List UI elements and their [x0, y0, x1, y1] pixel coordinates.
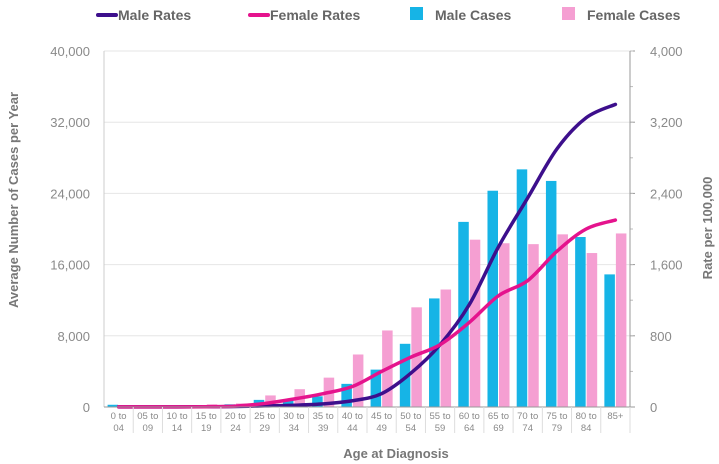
bar-male-cases	[341, 383, 352, 407]
x-tick-label: 04	[113, 423, 124, 434]
x-tick-label: 20 to	[225, 411, 246, 422]
x-tick-label: 40 to	[342, 411, 363, 422]
x-tick-label: 14	[172, 423, 183, 434]
x-tick-label: 09	[143, 423, 154, 434]
x-tick-label: 64	[464, 423, 475, 434]
x-tick-label: 05 to	[137, 411, 158, 422]
bar-female-cases	[586, 253, 598, 407]
bar-male-cases	[370, 369, 382, 407]
y-axis-title: Average Number of Cases per Year	[6, 92, 21, 308]
y2-tick-label: 0	[650, 400, 657, 415]
x-tick-label: 85+	[607, 411, 624, 422]
bar-male-cases	[604, 274, 615, 407]
line-male-rates	[116, 102, 618, 409]
x-tick-label: 84	[581, 423, 592, 434]
y-tick-label: 24,000	[50, 186, 90, 201]
tick-labels: 0 0 8,000 800 16,000 1,600 24,000 2,400 32,000 3,…	[50, 44, 682, 415]
x-tick-label: 30 to	[283, 411, 304, 422]
bar-female-cases	[615, 233, 627, 407]
bar-female-cases	[411, 307, 422, 407]
x-tick-label: 54	[406, 423, 417, 434]
x-tick-label: 74	[522, 423, 533, 434]
x-tick-label: 34	[289, 423, 300, 434]
x-tick-label: 10 to	[166, 411, 187, 422]
bar-female-cases	[352, 354, 364, 407]
y-tick-label: 0	[83, 400, 90, 415]
bar-male-cases	[282, 398, 294, 407]
y-tick-label: 16,000	[50, 258, 90, 273]
bar-female-cases	[499, 243, 510, 407]
y-tick-label: 8,000	[57, 329, 90, 344]
x-axis-title: Age at Diagnosis	[343, 446, 448, 461]
legend-swatch-male-cases	[410, 7, 423, 20]
bar-female-cases	[469, 239, 481, 407]
bar-male-cases	[516, 169, 528, 407]
x-tick-label: 80 to	[576, 411, 597, 422]
y2-axis-title: Rate per 100,000	[700, 177, 715, 280]
axes	[103, 50, 635, 433]
bar-male-cases	[399, 343, 411, 407]
y2-tick-label: 800	[650, 329, 672, 344]
y2-tick-label: 4,000	[650, 44, 683, 59]
lines	[116, 102, 618, 409]
gridlines	[104, 50, 630, 337]
legend-label-male-cases: Male Cases	[435, 7, 511, 23]
x-tick-label: 69	[493, 423, 504, 434]
y2-tick-label: 3,200	[650, 115, 683, 130]
bar-male-cases	[107, 404, 119, 407]
x-tick-label: 0 to	[111, 411, 127, 422]
x-tick-label: 29	[259, 423, 270, 434]
x-tick-label: 75 to	[546, 411, 567, 422]
y2-tick-label: 2,400	[650, 186, 683, 201]
x-tick-label: 35 to	[313, 411, 334, 422]
x-tick-label: 45 to	[371, 411, 392, 422]
bars	[107, 169, 627, 407]
x-tick-label: 39	[318, 423, 329, 434]
x-tick-label: 24	[230, 423, 241, 434]
y-tick-label: 32,000	[50, 115, 90, 130]
x-tick-label: 55 to	[429, 411, 450, 422]
y-tick-label: 40,000	[50, 44, 90, 59]
bar-female-cases	[528, 244, 539, 407]
bar-male-cases	[312, 396, 323, 407]
legend-label-female-rates: Female Rates	[270, 7, 360, 23]
line-female-rates	[116, 218, 618, 409]
x-tick-label: 79	[552, 423, 563, 434]
bar-male-cases	[545, 180, 557, 407]
legend-swatch-female-cases	[562, 7, 575, 20]
x-tick-label: 70 to	[517, 411, 538, 422]
x-tick-label: 65 to	[488, 411, 509, 422]
bar-female-cases	[440, 289, 452, 407]
x-tick-label: 15 to	[196, 411, 217, 422]
bar-female-cases	[557, 234, 568, 407]
legend: Male Rates Female Rates Male Cases Female C…	[96, 7, 681, 23]
legend-label-female-cases: Female Cases	[587, 7, 681, 23]
x-tick-label: 44	[347, 423, 358, 434]
x-tick-label: 50 to	[400, 411, 421, 422]
x-tick-label: 60 to	[459, 411, 480, 422]
legend-label-male-rates: Male Rates	[118, 7, 191, 23]
x-tick-label: 19	[201, 423, 212, 434]
x-tick-label: 59	[435, 423, 446, 434]
y2-tick-label: 1,600	[650, 258, 683, 273]
bar-male-cases	[575, 237, 586, 407]
x-tick-label: 25 to	[254, 411, 275, 422]
x-tick-label: 49	[376, 423, 387, 434]
